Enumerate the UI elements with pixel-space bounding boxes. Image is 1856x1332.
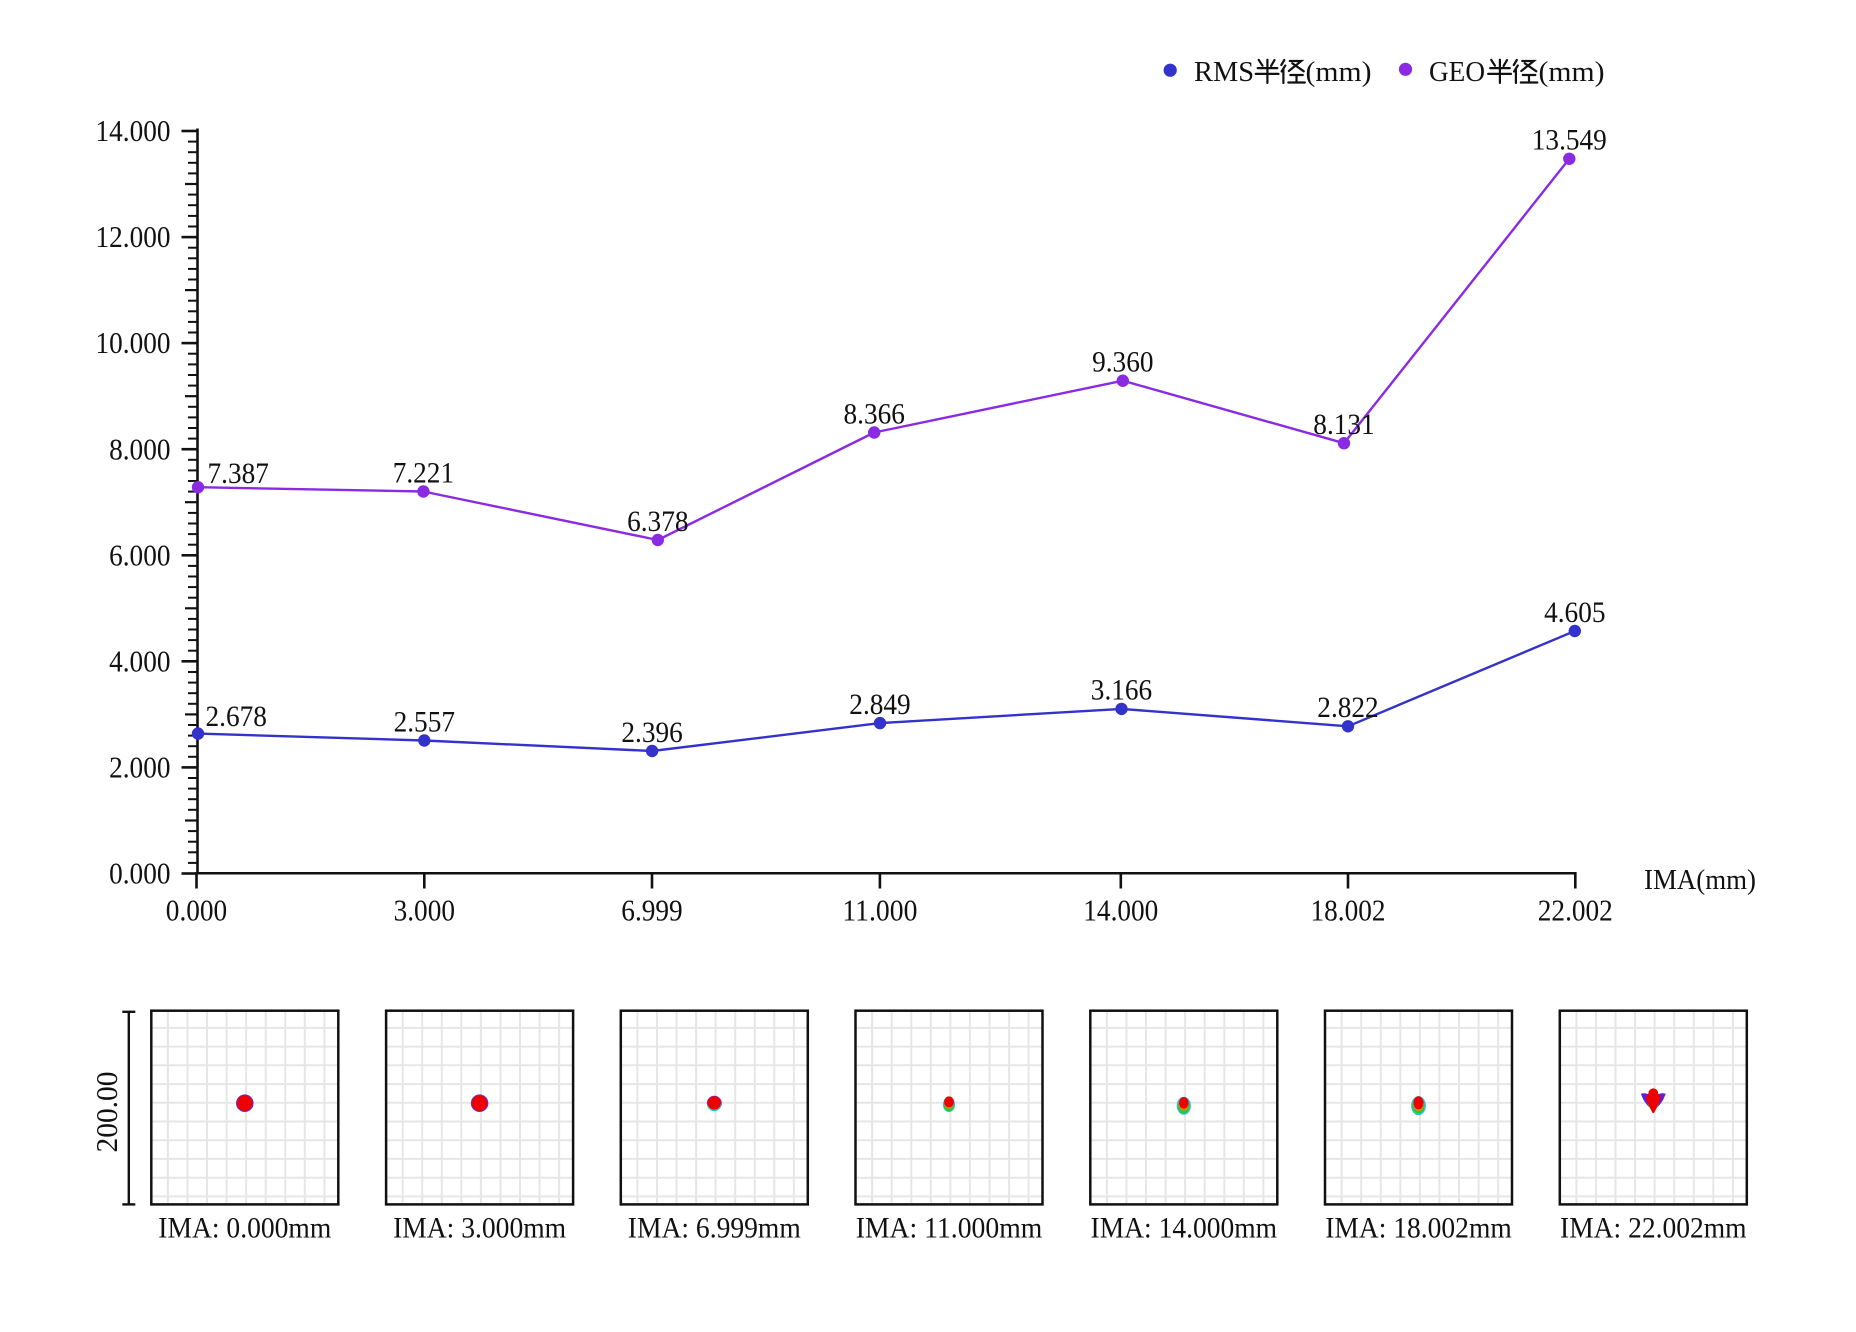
svg-text:0.000: 0.000 <box>166 894 227 928</box>
svg-text:7.387: 7.387 <box>208 458 269 490</box>
svg-text:13.549: 13.549 <box>1532 125 1607 157</box>
svg-text:IMA: 3.000mm: IMA: 3.000mm <box>393 1212 566 1245</box>
svg-text:4.000: 4.000 <box>109 644 170 678</box>
svg-text:22.002: 22.002 <box>1538 894 1613 928</box>
svg-text:8.131: 8.131 <box>1313 409 1374 441</box>
svg-text:0.000: 0.000 <box>109 857 170 891</box>
svg-text:IMA: 14.000mm: IMA: 14.000mm <box>1091 1212 1278 1245</box>
svg-text:IMA: 22.002mm: IMA: 22.002mm <box>1560 1212 1747 1245</box>
svg-text:2.557: 2.557 <box>394 706 455 738</box>
svg-text:14.000: 14.000 <box>96 114 171 148</box>
svg-text:8.366: 8.366 <box>844 398 905 430</box>
svg-text:GEO: GEO <box>1429 57 1485 88</box>
svg-text:9.360: 9.360 <box>1092 347 1153 379</box>
svg-text:2.000: 2.000 <box>109 751 170 785</box>
svg-text:IMA: 18.002mm: IMA: 18.002mm <box>1325 1212 1512 1245</box>
svg-text:18.002: 18.002 <box>1311 894 1386 928</box>
svg-text:IMA(mm): IMA(mm) <box>1644 864 1756 896</box>
svg-text:2.849: 2.849 <box>849 689 910 721</box>
svg-text:12.000: 12.000 <box>96 220 171 254</box>
svg-text:(mm): (mm) <box>1539 57 1605 88</box>
svg-text:2.822: 2.822 <box>1317 692 1378 724</box>
svg-text:IMA: 0.000mm: IMA: 0.000mm <box>158 1212 331 1245</box>
svg-text:14.000: 14.000 <box>1083 894 1158 928</box>
svg-text:IMA: 6.999mm: IMA: 6.999mm <box>628 1212 801 1245</box>
svg-text:2.396: 2.396 <box>621 717 682 749</box>
svg-text:10.000: 10.000 <box>96 326 171 360</box>
svg-text:8.000: 8.000 <box>109 432 170 466</box>
svg-text:6.000: 6.000 <box>109 538 170 572</box>
svg-text:(mm): (mm) <box>1306 57 1372 88</box>
svg-text:6.999: 6.999 <box>621 894 682 928</box>
svg-text:4.605: 4.605 <box>1544 597 1605 629</box>
svg-text:6.378: 6.378 <box>627 506 688 538</box>
svg-text:3.000: 3.000 <box>394 894 455 928</box>
svg-text:2.678: 2.678 <box>206 701 267 733</box>
svg-text:7.221: 7.221 <box>393 457 454 489</box>
svg-text:11.000: 11.000 <box>842 894 917 928</box>
svg-text:IMA: 11.000mm: IMA: 11.000mm <box>856 1212 1043 1245</box>
svg-text:200.00: 200.00 <box>89 1072 124 1153</box>
svg-text:3.166: 3.166 <box>1091 675 1152 707</box>
svg-text:RMS: RMS <box>1194 57 1254 88</box>
